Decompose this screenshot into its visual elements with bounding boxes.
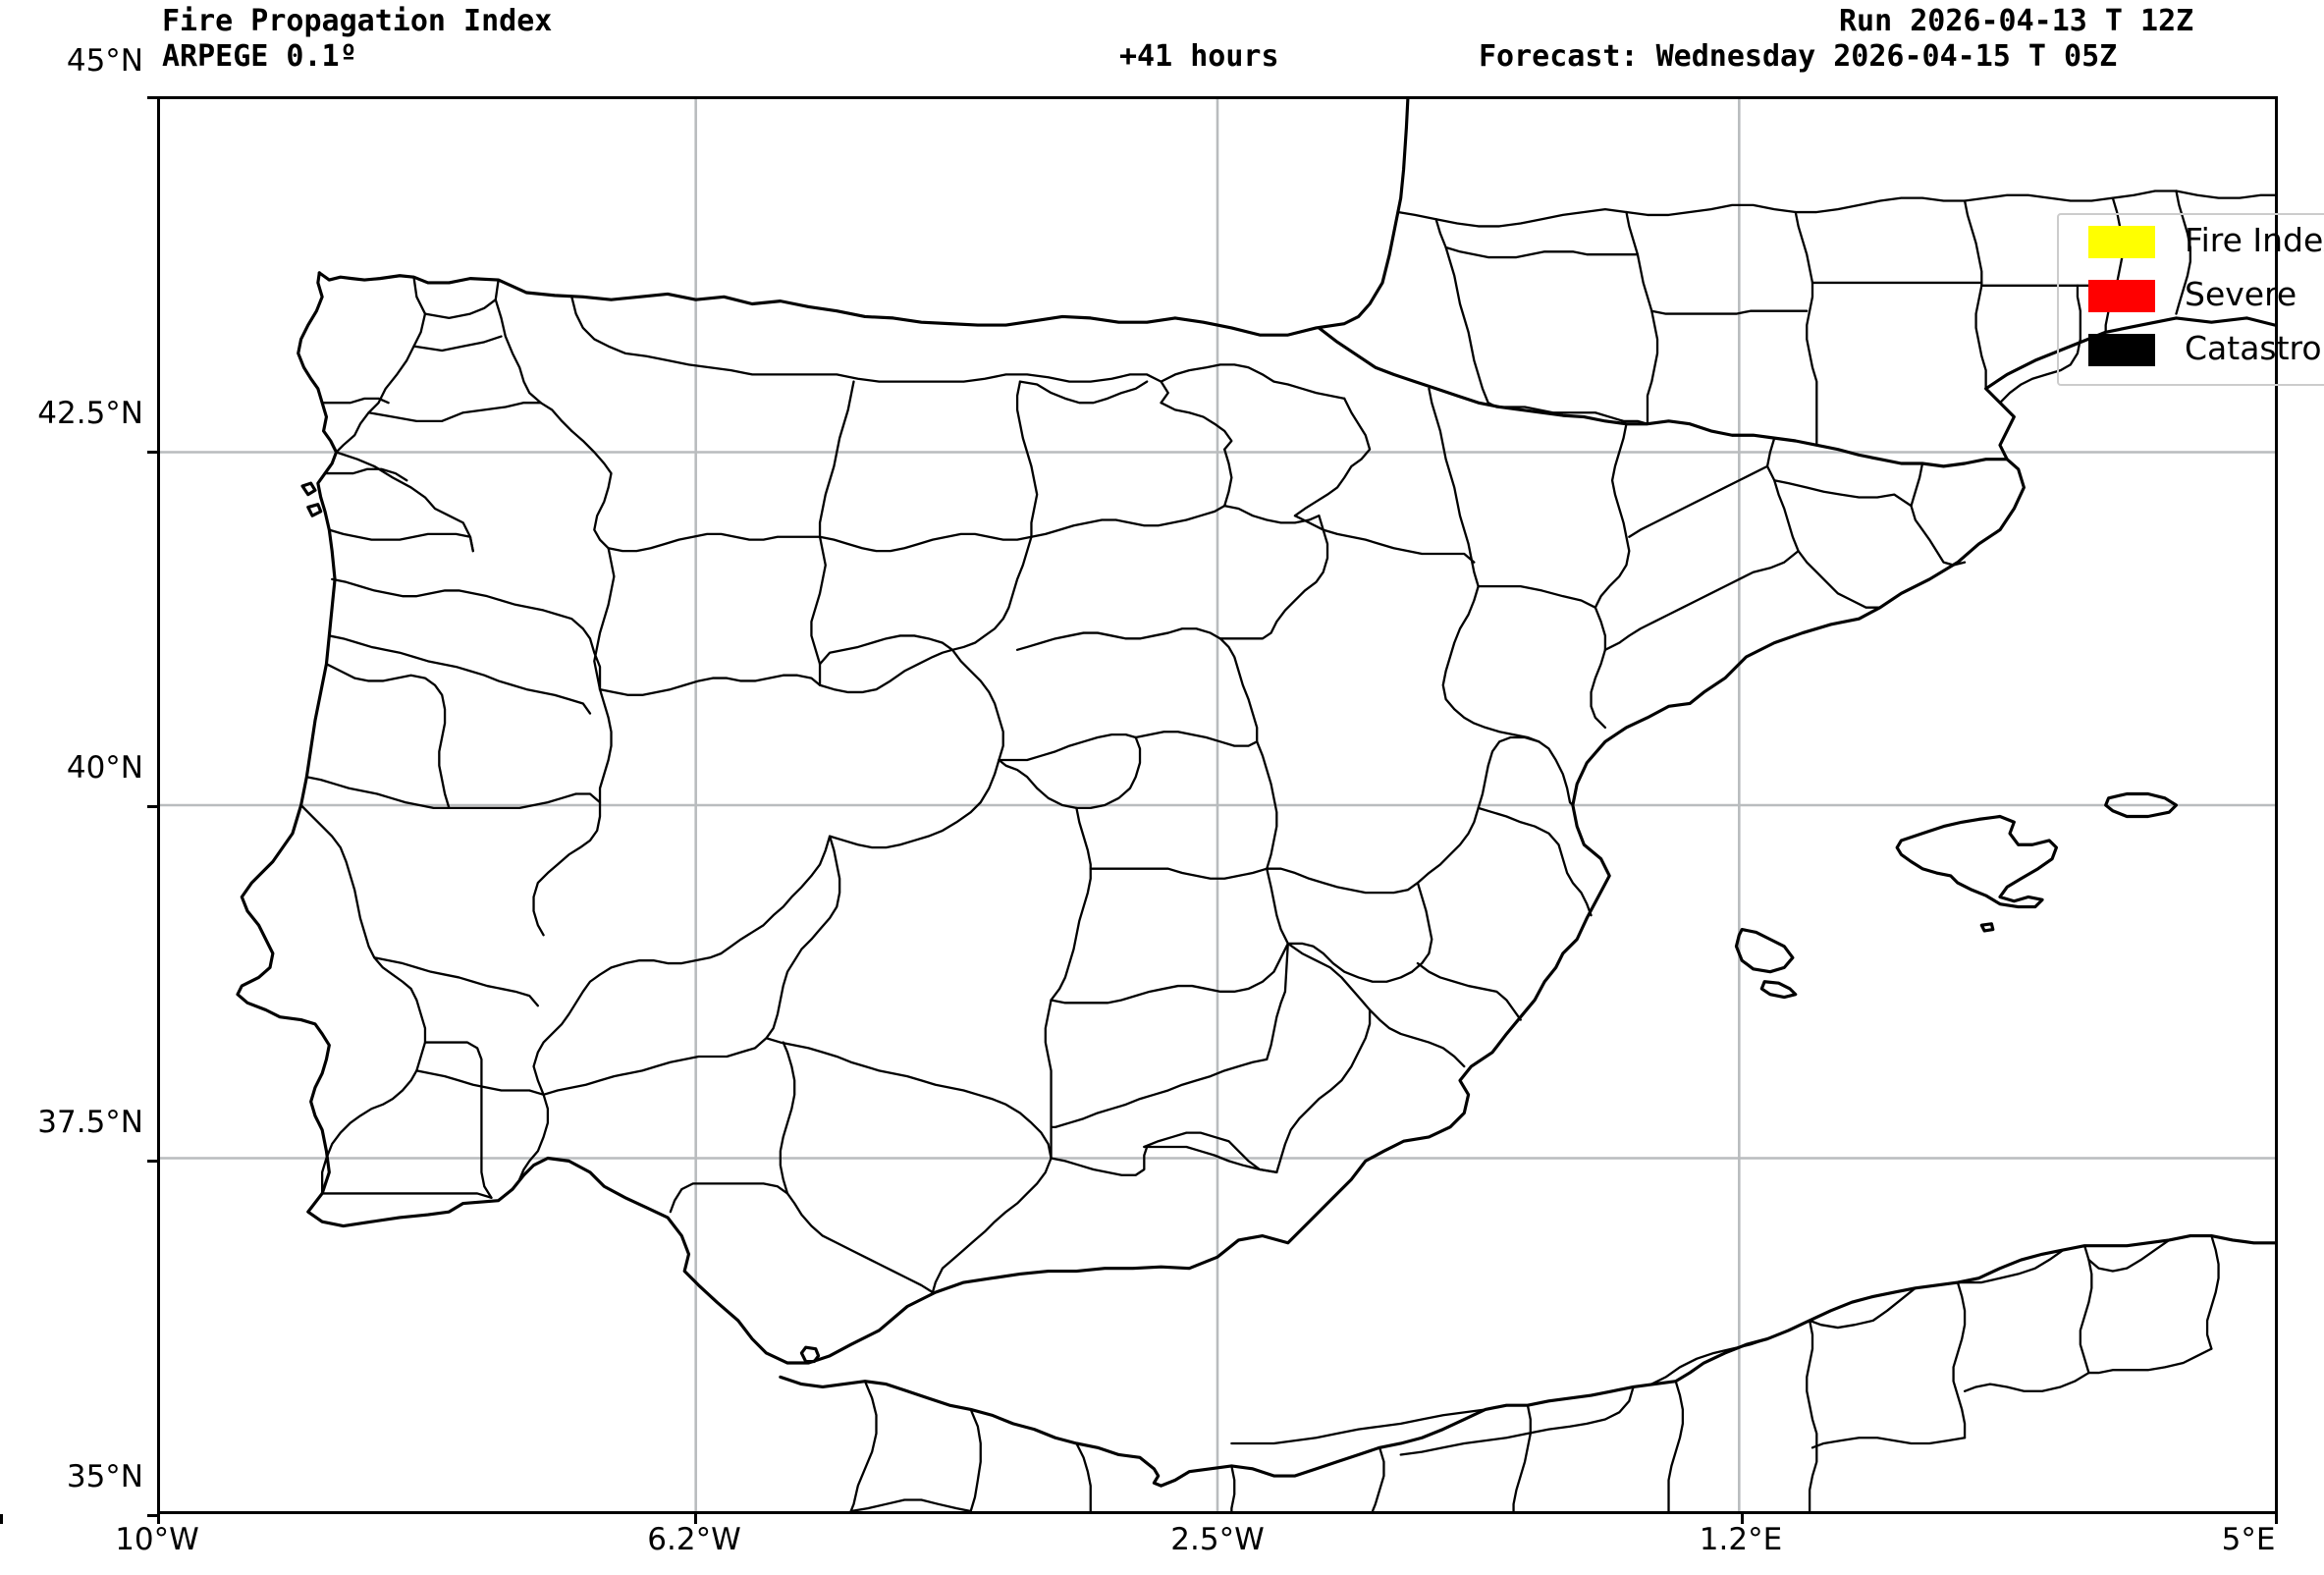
legend-swatch-severe [2088, 280, 2155, 312]
page-title: Fire Propagation Index [162, 4, 553, 38]
coastline-layer [236, 99, 2275, 1488]
island-cabrera [1979, 922, 1995, 933]
forecast-valid-time: Forecast: Wednesday 2026-04-15 T 05Z [1479, 39, 2118, 74]
x-tick-mark-2-5w [0, 1514, 3, 1524]
y-tick-mark-42-5n [147, 451, 157, 454]
coast-cantabrian-biscay [317, 99, 1410, 337]
x-tick-mark-6-2w [694, 1514, 697, 1524]
legend-box: Fire Index Severe Catastrophic [2057, 213, 2324, 386]
y-tick-mark-40n [147, 805, 157, 808]
legend-label-catastrophic: Catastrophic [2185, 329, 2324, 367]
lead-time-label: +41 hours [1119, 39, 1279, 74]
legend-label-fire-index: Fire Index [2185, 221, 2324, 259]
x-tick-label-2-5w: 2.5°W [1170, 1522, 1265, 1557]
island-cies [306, 503, 323, 517]
province-boundaries [299, 190, 2275, 1511]
coast-atlantic-mediterranean [236, 271, 2275, 1365]
legend-swatch-fire-index [2088, 226, 2155, 258]
island-mallorca [1895, 814, 2058, 909]
grid-lines [160, 99, 2275, 1511]
coast-north-africa [779, 1234, 2275, 1488]
x-tick-label-1-2e: 1.2°E [1699, 1522, 1783, 1557]
run-timestamp: Run 2026-04-13 T 12Z [1839, 4, 2194, 38]
x-tick-label-5e: 5°E [2221, 1522, 2276, 1557]
y-tick-mark-35n [147, 1514, 157, 1517]
x-tick-label-6-2w: 6.2°W [647, 1522, 741, 1557]
y-tick-label-35n: 35°N [66, 1459, 143, 1494]
x-tick-label-10w: 10°W [115, 1522, 199, 1557]
y-tick-label-42-5n: 42.5°N [37, 396, 143, 431]
island-formentera [1759, 980, 1798, 1000]
legend-row-catastrophic: Catastrophic [2059, 326, 2324, 375]
y-tick-label-37-5n: 37.5°N [37, 1105, 143, 1140]
x-tick-mark-5e [2275, 1514, 2278, 1524]
x-tick-mark-10w [157, 1514, 160, 1524]
x-tick-mark-1-2e [1741, 1514, 1744, 1524]
map-plot-area[interactable]: Fire Index Severe Catastrophic [157, 96, 2324, 1514]
coast-gibraltar [799, 1345, 821, 1364]
y-tick-label-45n: 45°N [66, 43, 143, 79]
map-geometry [160, 99, 2275, 1511]
island-ibiza [1734, 927, 1795, 974]
y-tick-label-40n: 40°N [66, 750, 143, 786]
legend-row-severe: Severe [2059, 272, 2324, 321]
border-pyrenees [1317, 326, 2009, 468]
legend-row-fire-index: Fire Index [2059, 218, 2324, 267]
island-menorca [2104, 791, 2179, 819]
model-label: ARPEGE 0.1º [162, 39, 357, 74]
legend-swatch-catastrophic [2088, 334, 2155, 366]
legend-label-severe: Severe [2185, 275, 2297, 313]
island-ons [300, 481, 317, 497]
y-tick-mark-45n [147, 96, 157, 99]
y-tick-mark-37-5n [147, 1160, 157, 1163]
